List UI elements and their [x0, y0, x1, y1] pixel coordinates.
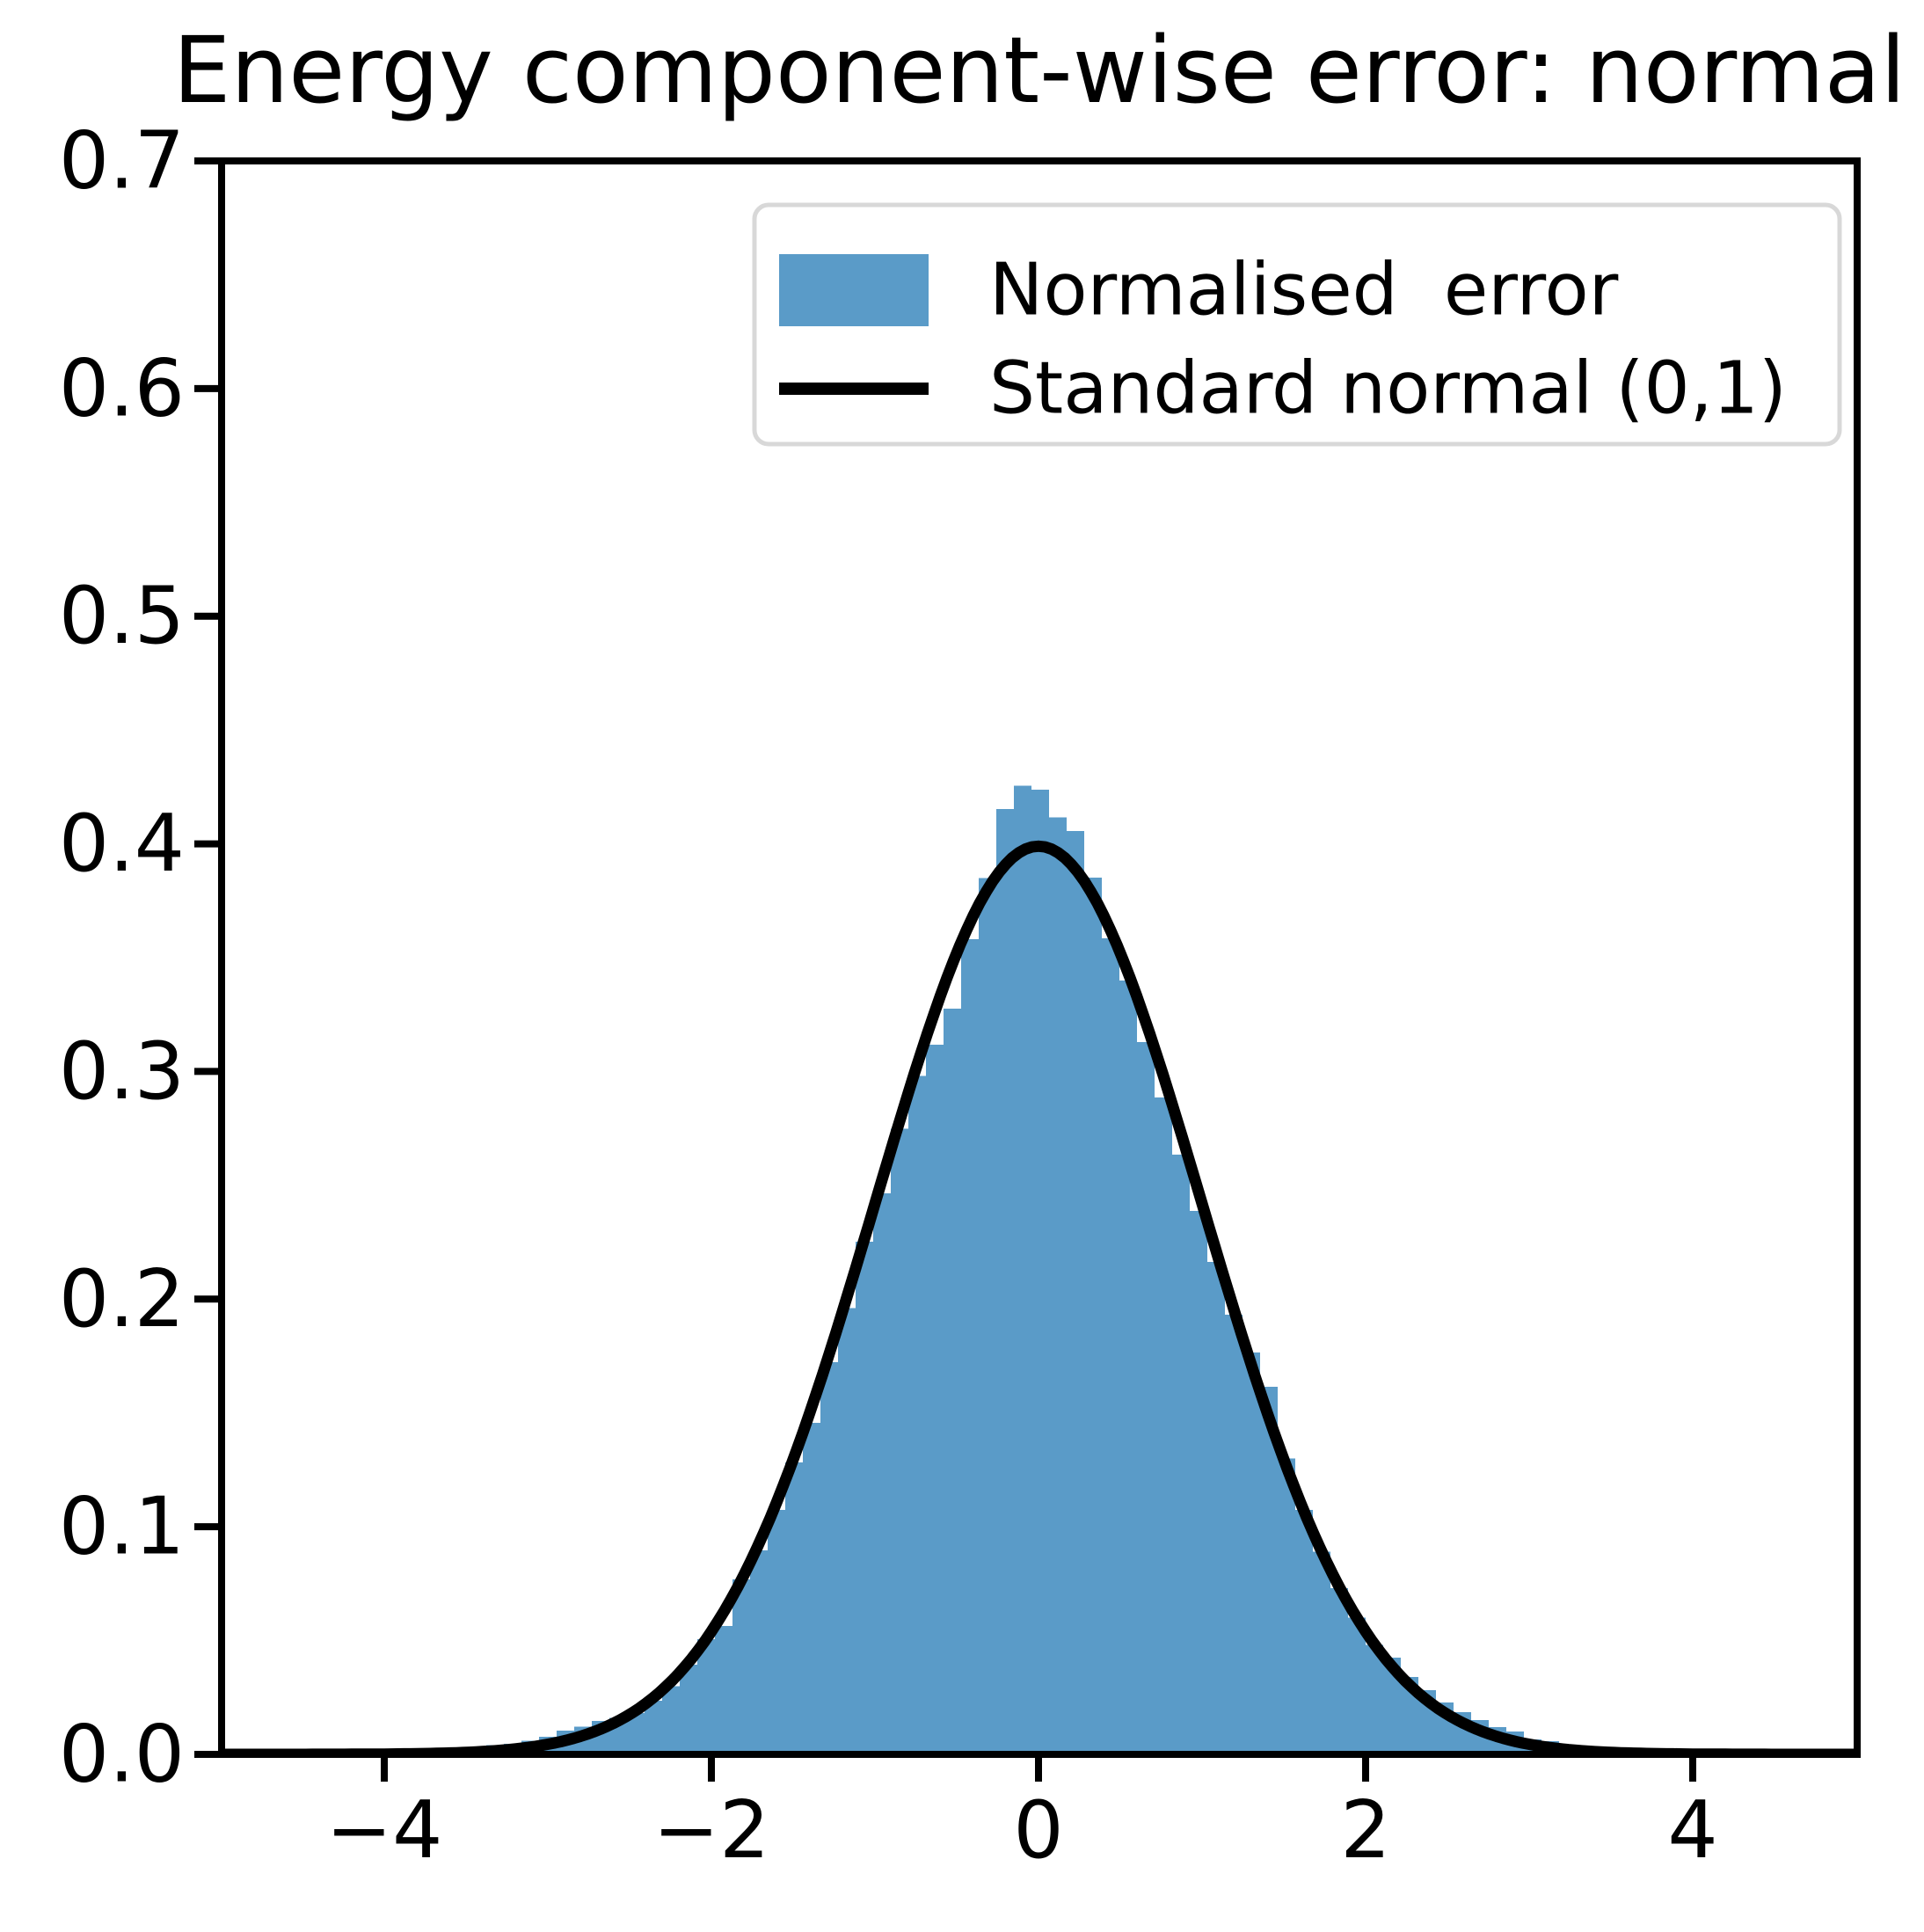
legend: Normalised error Standard normal (0,1): [752, 202, 1842, 447]
x-tick-label: 4: [1667, 1784, 1717, 1877]
chart-title: Energy component-wise error: normal: [173, 17, 1906, 124]
y-tick-label: 0.4: [59, 798, 185, 890]
y-axis: 0.0 0.1 0.2 0.3 0.4 0.5 0.6 0.7: [59, 115, 222, 1801]
legend-box: [752, 202, 1842, 447]
histogram-bars: [486, 785, 1594, 1754]
legend-label-standard-normal: Standard normal (0,1): [989, 347, 1787, 431]
y-tick-label: 0.3: [59, 1025, 185, 1118]
x-axis: −4 −2 0 2 4: [326, 1754, 1718, 1877]
y-tick-label: 0.0: [59, 1709, 185, 1801]
y-tick-label: 0.1: [59, 1481, 185, 1573]
x-tick-label: −4: [326, 1784, 443, 1877]
y-tick-label: 0.6: [59, 342, 185, 434]
x-tick-label: 2: [1340, 1784, 1390, 1877]
y-tick-label: 0.2: [59, 1253, 185, 1345]
y-tick-label: 0.7: [59, 115, 185, 208]
legend-patch-normalised-error: [779, 254, 929, 326]
legend-label-normalised-error: Normalised error: [989, 249, 1619, 332]
x-tick-label: 0: [1013, 1784, 1063, 1877]
x-tick-label: −2: [653, 1784, 770, 1877]
y-tick-label: 0.5: [59, 570, 185, 662]
normal-curve: [218, 840, 1861, 1758]
